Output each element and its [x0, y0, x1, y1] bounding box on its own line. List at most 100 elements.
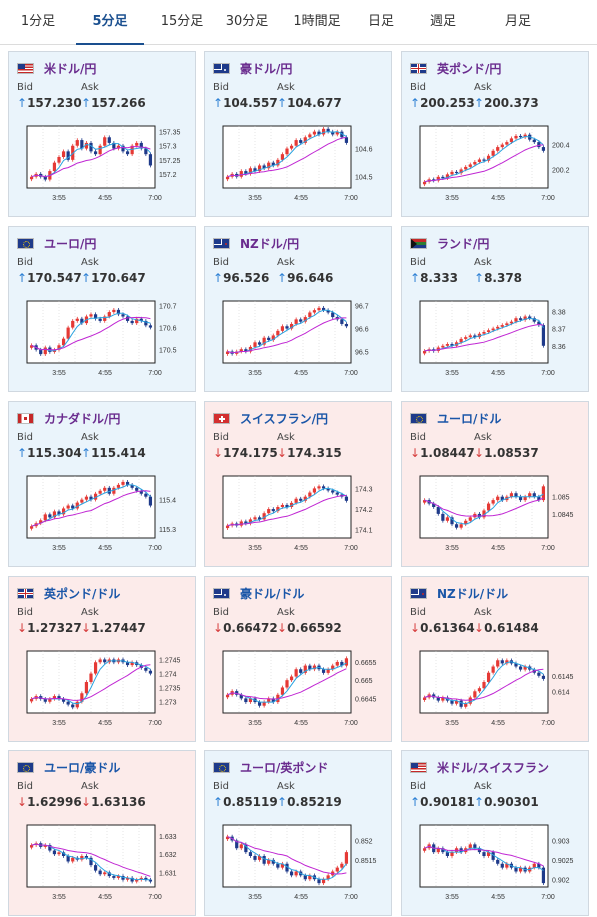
chart-container[interactable]: 0.6145 0.614 3:55 4:55 7:00 [412, 649, 578, 731]
candle [280, 504, 285, 507]
ma-slow-line [31, 843, 151, 877]
tab-6[interactable]: 日足 [367, 14, 394, 29]
currency-pair-title[interactable]: ユーロ/円 [17, 236, 97, 251]
bid-value: 104.557 [223, 96, 278, 110]
pair-name[interactable]: 豪ドル/円 [240, 61, 293, 76]
tab-7[interactable]: 週足 [429, 14, 456, 29]
chart-container[interactable]: 174.3 174.2 174.1 3:55 4:55 7:00 [215, 474, 381, 556]
candle [541, 675, 546, 679]
currency-card[interactable]: 米ドル/スイスフラン Bid Ask ↑0.90181 ↑0.90301 0.903 0.9… [401, 750, 589, 916]
currency-card[interactable]: NZドル/ドル Bid Ask ↓0.61364 ↓0.61484 0.6145 0.614… [401, 576, 589, 742]
currency-card[interactable]: ユーロ/円 Bid Ask ↑170.547 ↑170.647 170.7 170.6 170… [8, 226, 196, 392]
currency-pair-title[interactable]: カナダドル/円 [17, 411, 121, 426]
pair-name[interactable]: 英ポンド/ドル [44, 586, 121, 601]
chart-container[interactable]: 1.633 1.632 1.631 3:55 4:55 7:00 [19, 823, 185, 905]
currency-card[interactable]: 豪ドル/ドル Bid Ask ↓0.66472 ↓0.66592 0.6655 0.665 0… [204, 576, 392, 742]
currency-card[interactable]: 豪ドル/円 Bid Ask ↑104.557 ↑104.677 104.6 104.5 3:5… [204, 51, 392, 217]
x-tick-label: 3:55 [445, 720, 459, 727]
currency-pair-title[interactable]: ランド/円 [410, 236, 490, 251]
ask-label: Ask [277, 781, 295, 792]
pair-name[interactable]: ユーロ/ドル [437, 411, 502, 426]
currency-card[interactable]: ユーロ/英ポンド Bid Ask ↑0.85119 ↑0.85219 0.852 0.851… [204, 750, 392, 916]
currency-card[interactable]: ランド/円 Bid Ask ↑8.333 ↑8.378 8.38 8.37 8.36 3:55 4… [401, 226, 589, 392]
chart-container[interactable]: 1.085 1.0845 3:55 4:55 7:00 [412, 474, 578, 556]
bid-label: Bid [410, 257, 426, 268]
candle [285, 326, 289, 329]
chart-container[interactable]: 96.7 96.6 96.5 3:55 4:55 7:00 [215, 299, 381, 381]
currency-card[interactable]: 英ポンド/円 Bid Ask ↑200.253 ↑200.373 200.4 200.2 3:… [401, 51, 589, 217]
candle [39, 520, 43, 524]
pair-name[interactable]: ユーロ/豪ドル [44, 760, 121, 775]
chart-container[interactable]: 1.2745 1.274 1.2735 1.273 3:55 4:55 7:00 [19, 649, 185, 731]
currency-pair-title[interactable]: 豪ドル/ドル [213, 586, 305, 601]
flag-icon [410, 237, 427, 249]
currency-pair-title[interactable]: ユーロ/豪ドル [17, 760, 121, 775]
pair-name[interactable]: NZドル/ドル [437, 586, 509, 601]
currency-card[interactable]: NZドル/円 Bid Ask ↑96.526 ↑96.646 96.7 96.6 96.5 3:… [204, 226, 392, 392]
ask-value: 115.414 [91, 446, 146, 460]
pair-name[interactable]: ユーロ/円 [44, 236, 97, 251]
x-tick-label: 4:55 [491, 195, 505, 202]
pair-name[interactable]: NZドル/円 [240, 236, 300, 251]
candle [514, 867, 518, 872]
chart-container[interactable]: 115.4 115.3 3:55 4:55 7:00 [19, 474, 185, 556]
pair-name[interactable]: 豪ドル/ドル [240, 586, 305, 601]
pair-name[interactable]: カナダドル/円 [44, 411, 121, 426]
candle [326, 128, 330, 132]
currency-pair-title[interactable]: 米ドル/円 [17, 61, 97, 76]
pair-name[interactable]: スイスフラン/円 [240, 411, 329, 426]
arrow-down-icon: ↓ [277, 446, 288, 460]
price-chart: 157.35 157.3 157.25 157.2 3:55 4:55 7:00 [26, 125, 181, 202]
chart-container[interactable]: 0.852 0.8515 3:55 4:55 7:00 [215, 823, 381, 905]
candle [321, 307, 326, 311]
currency-pair-title[interactable]: 豪ドル/円 [213, 61, 293, 76]
tab-5[interactable]: 1時間足 [293, 14, 341, 29]
chart-container[interactable]: 157.35 157.3 157.25 157.2 3:55 4:55 7:00 [19, 124, 185, 206]
currency-card[interactable]: カナダドル/円 Bid Ask ↑115.304 ↑115.414 115.4 115.3 3… [8, 401, 196, 567]
tab-4[interactable]: 30分足 [225, 14, 269, 29]
candle [505, 323, 509, 326]
currency-pair-title[interactable]: NZドル/円 [213, 236, 300, 251]
pair-name[interactable]: 米ドル/スイスフラン [437, 760, 550, 775]
currency-card[interactable]: 英ポンド/ドル Bid Ask ↓1.27327 ↓1.27447 1.2745 1.274… [8, 576, 196, 742]
currency-pair-title[interactable]: 英ポンド/ドル [17, 586, 121, 601]
candle [239, 349, 243, 352]
currency-pair-title[interactable]: ユーロ/ドル [410, 411, 502, 426]
candle [303, 317, 307, 322]
tab-1[interactable]: 1分足 [20, 14, 56, 29]
pair-name[interactable]: 英ポンド/円 [437, 61, 502, 76]
chart-container[interactable]: 104.6 104.5 3:55 4:55 7:00 [215, 124, 381, 206]
candle [289, 323, 294, 329]
currency-pair-title[interactable]: ユーロ/英ポンド [213, 760, 329, 775]
currency-card[interactable]: ユーロ/ドル Bid Ask ↓1.08447 ↓1.08537 1.085 1.0845 3… [401, 401, 589, 567]
currency-pair-title[interactable]: 英ポンド/円 [410, 61, 502, 76]
chart-container[interactable]: 0.903 0.9025 0.902 3:55 4:55 7:00 [412, 823, 578, 905]
chart-container[interactable]: 8.38 8.37 8.36 3:55 4:55 7:00 [412, 299, 578, 381]
y-tick-label: 174.3 [355, 486, 373, 493]
currency-pair-title[interactable]: スイスフラン/円 [213, 411, 329, 426]
tab-8[interactable]: 月足 [504, 14, 531, 29]
pair-name[interactable]: ランド/円 [437, 236, 490, 251]
ask-label: Ask [277, 257, 295, 268]
candle [139, 490, 143, 494]
flag-icon [410, 587, 427, 599]
candle [43, 347, 47, 355]
tab-3[interactable]: 15分足 [160, 14, 204, 29]
currency-pair-title[interactable]: NZドル/ドル [410, 586, 509, 601]
pair-name[interactable]: ユーロ/英ポンド [240, 760, 329, 775]
candle [89, 314, 93, 317]
chart-container[interactable]: 0.6655 0.665 0.6645 3:55 4:55 7:00 [215, 649, 381, 731]
currency-card[interactable]: スイスフラン/円 Bid Ask ↓174.175 ↓174.315 174.3 174.2… [204, 401, 392, 567]
tab-2[interactable]: 5分足 [76, 0, 144, 45]
pair-name[interactable]: 米ドル/円 [44, 61, 97, 76]
candle [125, 877, 130, 880]
currency-card[interactable]: 米ドル/円 Bid Ask ↑157.230 ↑157.266 157.35 157.3 15… [8, 51, 196, 217]
chart-container[interactable]: 170.7 170.6 170.5 3:55 4:55 7:00 [19, 299, 185, 381]
candle [116, 145, 121, 149]
currency-pair-title[interactable]: 米ドル/スイスフラン [410, 760, 550, 775]
candle [280, 687, 285, 695]
chart-container[interactable]: 200.4 200.2 3:55 4:55 7:00 [412, 124, 578, 206]
currency-card[interactable]: ユーロ/豪ドル Bid Ask ↓1.62996 ↓1.63136 1.633 1.632 1… [8, 750, 196, 916]
candle [112, 487, 116, 494]
candle [326, 488, 330, 491]
